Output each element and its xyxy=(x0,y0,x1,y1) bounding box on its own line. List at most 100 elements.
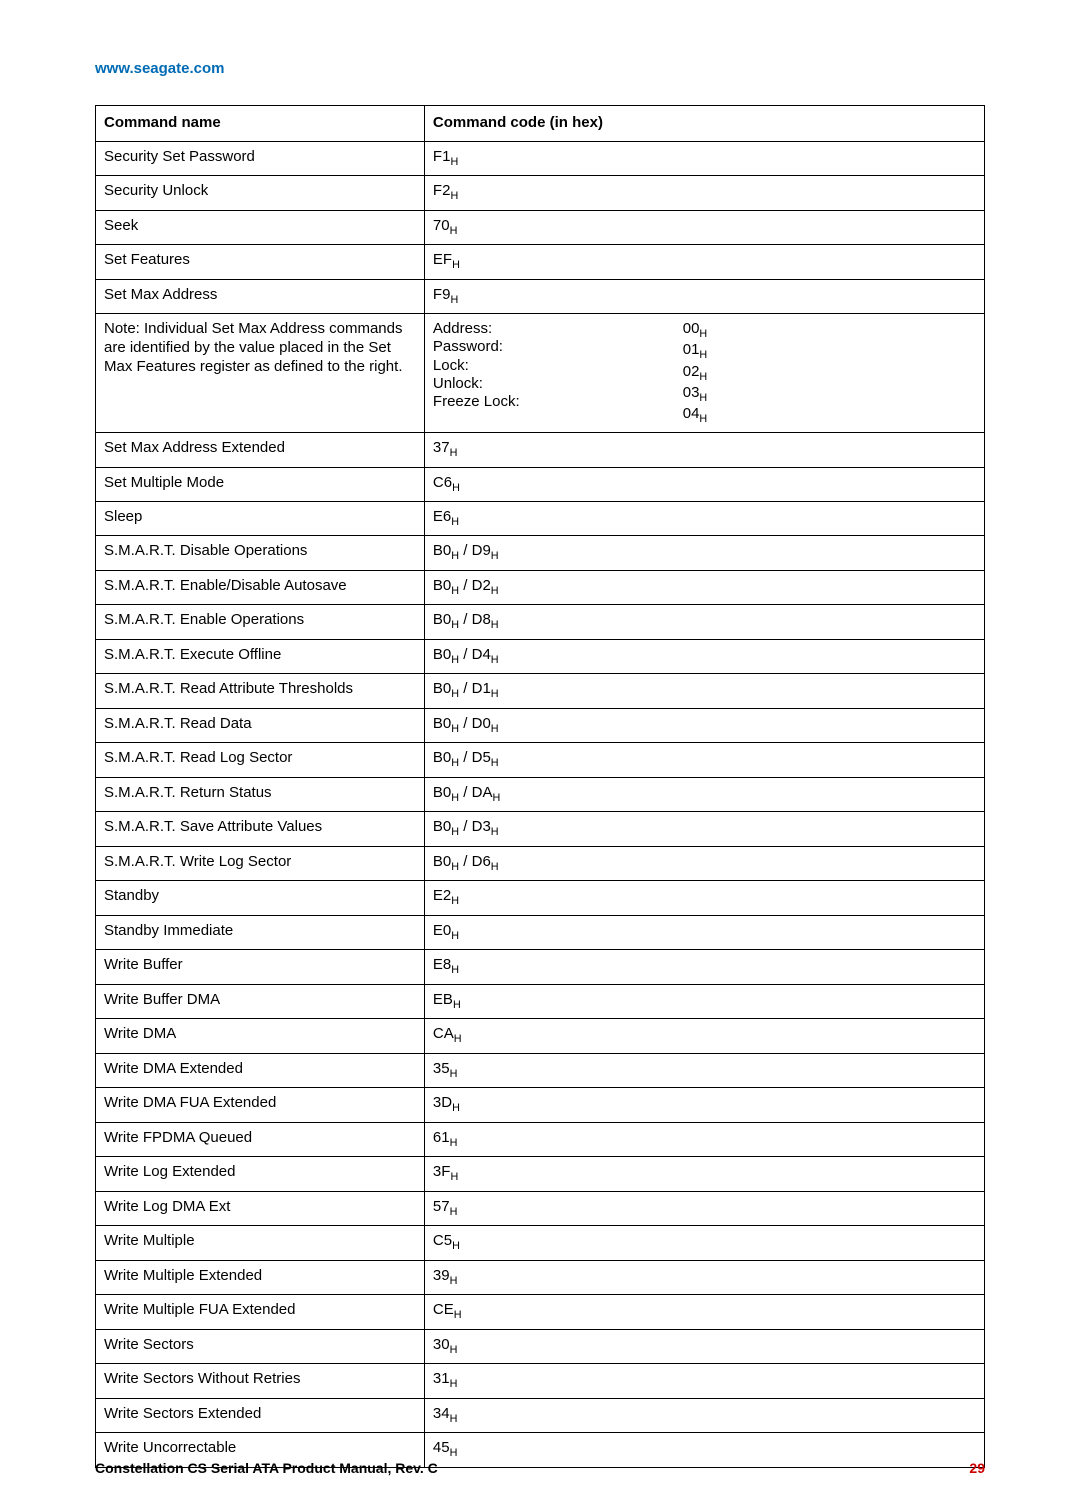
commands-table: Command name Command code (in hex) Secur… xyxy=(95,105,985,1468)
command-code-cell: C5H xyxy=(424,1226,984,1260)
command-name-cell: S.M.A.R.T. Read Log Sector xyxy=(96,743,425,777)
table-row: Write DMA Extended 35H xyxy=(96,1053,985,1087)
command-code-cell: 70H xyxy=(424,210,984,244)
command-name-cell: Write DMA xyxy=(96,1019,425,1053)
hex-code: E6H xyxy=(433,508,459,525)
table-row: Sleep E6H xyxy=(96,502,985,536)
hex-code: B0H xyxy=(433,853,459,870)
table-row: S.M.A.R.T. Save Attribute ValuesB0H / D3… xyxy=(96,812,985,846)
note-code: 03H xyxy=(683,384,976,405)
hex-code: 34H xyxy=(433,1405,458,1422)
table-row: Write Buffer DMAEBH xyxy=(96,984,985,1018)
command-code-cell: 30H xyxy=(424,1329,984,1363)
command-name-cell: Write DMA Extended xyxy=(96,1053,425,1087)
command-name-cell: Standby xyxy=(96,881,425,915)
hex-code: D2H xyxy=(472,577,499,594)
hex-code: 57H xyxy=(433,1198,458,1215)
table-row: Security UnlockF2H xyxy=(96,176,985,210)
hex-code: DAH xyxy=(472,784,501,801)
table-row: S.M.A.R.T. Read Attribute ThresholdsB0H … xyxy=(96,674,985,708)
command-code-cell: EFH xyxy=(424,245,984,279)
command-name-cell: S.M.A.R.T. Read Data xyxy=(96,708,425,742)
hex-code: F9H xyxy=(433,286,458,303)
hex-code: CAH xyxy=(433,1025,462,1042)
hex-code: 02H xyxy=(683,363,708,380)
command-code-cell: 57H xyxy=(424,1191,984,1225)
hex-code: 3DH xyxy=(433,1094,460,1111)
command-name-cell: S.M.A.R.T. Save Attribute Values xyxy=(96,812,425,846)
note-label: Address: xyxy=(433,320,683,338)
table-row: S.M.A.R.T. Return StatusB0H / DAH xyxy=(96,777,985,811)
hex-code: B0H xyxy=(433,542,459,559)
note-code: 02H xyxy=(683,363,976,384)
hex-code: 61H xyxy=(433,1129,458,1146)
note-codes-cell: Address:Password:Lock:Unlock:Freeze Lock… xyxy=(424,314,984,433)
command-code-cell: B0H / D8H xyxy=(424,605,984,639)
table-row: S.M.A.R.T. Execute OfflineB0H / D4H xyxy=(96,639,985,673)
table-row: Write Log DMA Ext 57H xyxy=(96,1191,985,1225)
hex-code: B0H xyxy=(433,784,459,801)
command-name-cell: Seek xyxy=(96,210,425,244)
hex-code: B0H xyxy=(433,680,459,697)
hex-code: D8H xyxy=(472,611,499,628)
command-name-cell: Write Buffer xyxy=(96,950,425,984)
table-row: Write Sectors Extended34H xyxy=(96,1398,985,1432)
command-code-cell: F1H xyxy=(424,141,984,175)
command-code-cell: 34H xyxy=(424,1398,984,1432)
table-row: Write MultipleC5H xyxy=(96,1226,985,1260)
command-code-cell: B0H / D6H xyxy=(424,846,984,880)
hex-code: F1H xyxy=(433,148,458,165)
hex-code: D9H xyxy=(472,542,499,559)
command-code-cell: E8H xyxy=(424,950,984,984)
command-code-cell: F9H xyxy=(424,279,984,313)
table-row: S.M.A.R.T. Read DataB0H / D0H xyxy=(96,708,985,742)
note-label: Lock: xyxy=(433,357,683,375)
table-row: Write Multiple FUA ExtendedCEH xyxy=(96,1295,985,1329)
command-name-cell: S.M.A.R.T. Execute Offline xyxy=(96,639,425,673)
table-row: Standby ImmediateE0H xyxy=(96,915,985,949)
command-code-cell: B0H / D1H xyxy=(424,674,984,708)
command-name-cell: Write Log DMA Ext xyxy=(96,1191,425,1225)
site-link[interactable]: www.seagate.com xyxy=(95,60,225,77)
command-code-cell: B0H / D2H xyxy=(424,570,984,604)
note-label: Freeze Lock: xyxy=(433,393,683,411)
hex-code: B0H xyxy=(433,611,459,628)
note-code: 01H xyxy=(683,341,976,362)
command-name-cell: Write FPDMA Queued xyxy=(96,1122,425,1156)
command-code-cell: B0H / D9H xyxy=(424,536,984,570)
table-row: Write Log Extended 3FH xyxy=(96,1157,985,1191)
command-name-cell: Set Max Address Extended xyxy=(96,433,425,467)
page: www.seagate.com Command name Command cod… xyxy=(0,0,1080,1508)
table-row: Set Max Address Extended 37H xyxy=(96,433,985,467)
hex-code: 70H xyxy=(433,217,458,234)
command-code-cell: B0H / D4H xyxy=(424,639,984,673)
command-name-cell: S.M.A.R.T. Enable/Disable Autosave xyxy=(96,570,425,604)
hex-code: D6H xyxy=(472,853,499,870)
command-code-cell: 3FH xyxy=(424,1157,984,1191)
hex-code: 31H xyxy=(433,1370,458,1387)
table-row: Write DMA CAH xyxy=(96,1019,985,1053)
command-name-cell: Write Multiple FUA Extended xyxy=(96,1295,425,1329)
th-command-name: Command name xyxy=(96,106,425,142)
command-name-cell: Write Buffer DMA xyxy=(96,984,425,1018)
table-row: Standby E2H xyxy=(96,881,985,915)
command-code-cell: B0H / D3H xyxy=(424,812,984,846)
command-name-cell: Standby Immediate xyxy=(96,915,425,949)
note-cell: Note: Individual Set Max Address command… xyxy=(96,314,425,433)
command-name-cell: Sleep xyxy=(96,502,425,536)
table-row: Write DMA FUA Extended 3DH xyxy=(96,1088,985,1122)
hex-code: E2H xyxy=(433,887,459,904)
note-code: 00H xyxy=(683,320,976,341)
table-header-row: Command name Command code (in hex) xyxy=(96,106,985,142)
table-row: Set Multiple ModeC6H xyxy=(96,467,985,501)
command-name-cell: Write DMA FUA Extended xyxy=(96,1088,425,1122)
command-code-cell: CAH xyxy=(424,1019,984,1053)
hex-code: 00H xyxy=(683,320,708,337)
command-name-cell: Write Log Extended xyxy=(96,1157,425,1191)
hex-code: 35H xyxy=(433,1060,458,1077)
hex-code: 37H xyxy=(433,439,458,456)
hex-code: 3FH xyxy=(433,1163,458,1180)
hex-code: EFH xyxy=(433,251,460,268)
table-row: Seek 70H xyxy=(96,210,985,244)
hex-code: D3H xyxy=(472,818,499,835)
